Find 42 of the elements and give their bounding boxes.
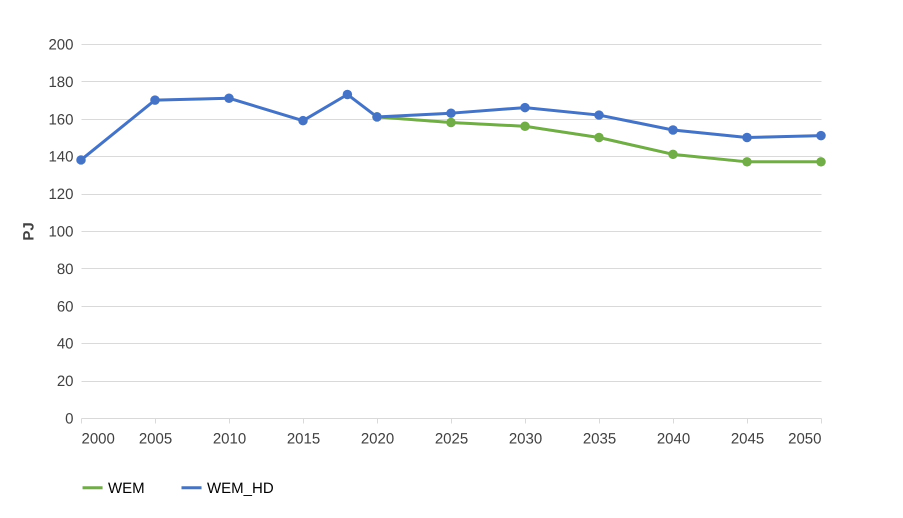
x-tick-label: 2020 bbox=[360, 430, 394, 448]
x-tick-label: 2050 bbox=[788, 430, 822, 448]
point bbox=[76, 155, 86, 165]
legend-label: WEM bbox=[108, 480, 145, 497]
x-tick-label: 2005 bbox=[138, 430, 172, 448]
point bbox=[520, 122, 530, 132]
point bbox=[298, 116, 308, 126]
y-tick-label: 160 bbox=[48, 111, 74, 128]
y-tick-label: 120 bbox=[48, 186, 74, 204]
point bbox=[224, 93, 234, 103]
x-tick-label: 2040 bbox=[656, 430, 690, 448]
x-tick-label: 2010 bbox=[212, 430, 246, 448]
point bbox=[150, 95, 160, 105]
y-tick-label: 200 bbox=[48, 36, 74, 54]
y-tick-label: 20 bbox=[56, 373, 74, 390]
point bbox=[446, 118, 456, 128]
point bbox=[520, 102, 530, 112]
y-tick-label: 60 bbox=[56, 298, 74, 316]
x-tick-label: 2045 bbox=[730, 430, 764, 448]
point bbox=[742, 157, 752, 167]
y-axis-title: PJ bbox=[20, 222, 38, 241]
x-tick-label: 2025 bbox=[434, 430, 468, 448]
y-tick-label: 100 bbox=[48, 224, 74, 240]
y-tick-label: 180 bbox=[48, 74, 74, 91]
point bbox=[594, 110, 604, 120]
y-tick-label: 40 bbox=[56, 336, 74, 353]
point bbox=[342, 90, 352, 100]
point bbox=[816, 130, 826, 140]
y-tick-label: 0 bbox=[65, 410, 74, 428]
y-tick-label: 80 bbox=[56, 260, 74, 278]
x-tick-label: 2015 bbox=[286, 430, 320, 448]
y-tick-label: 140 bbox=[48, 148, 74, 166]
point bbox=[742, 132, 752, 142]
point bbox=[668, 125, 678, 135]
x-tick-label: 2030 bbox=[508, 430, 542, 448]
legend-label: WEM_HD bbox=[207, 480, 274, 497]
point bbox=[816, 157, 826, 167]
point bbox=[446, 108, 456, 118]
x-tick-label: 2035 bbox=[582, 430, 616, 448]
point bbox=[594, 132, 604, 142]
x-tick-label: 2000 bbox=[82, 430, 115, 448]
point bbox=[668, 150, 678, 160]
